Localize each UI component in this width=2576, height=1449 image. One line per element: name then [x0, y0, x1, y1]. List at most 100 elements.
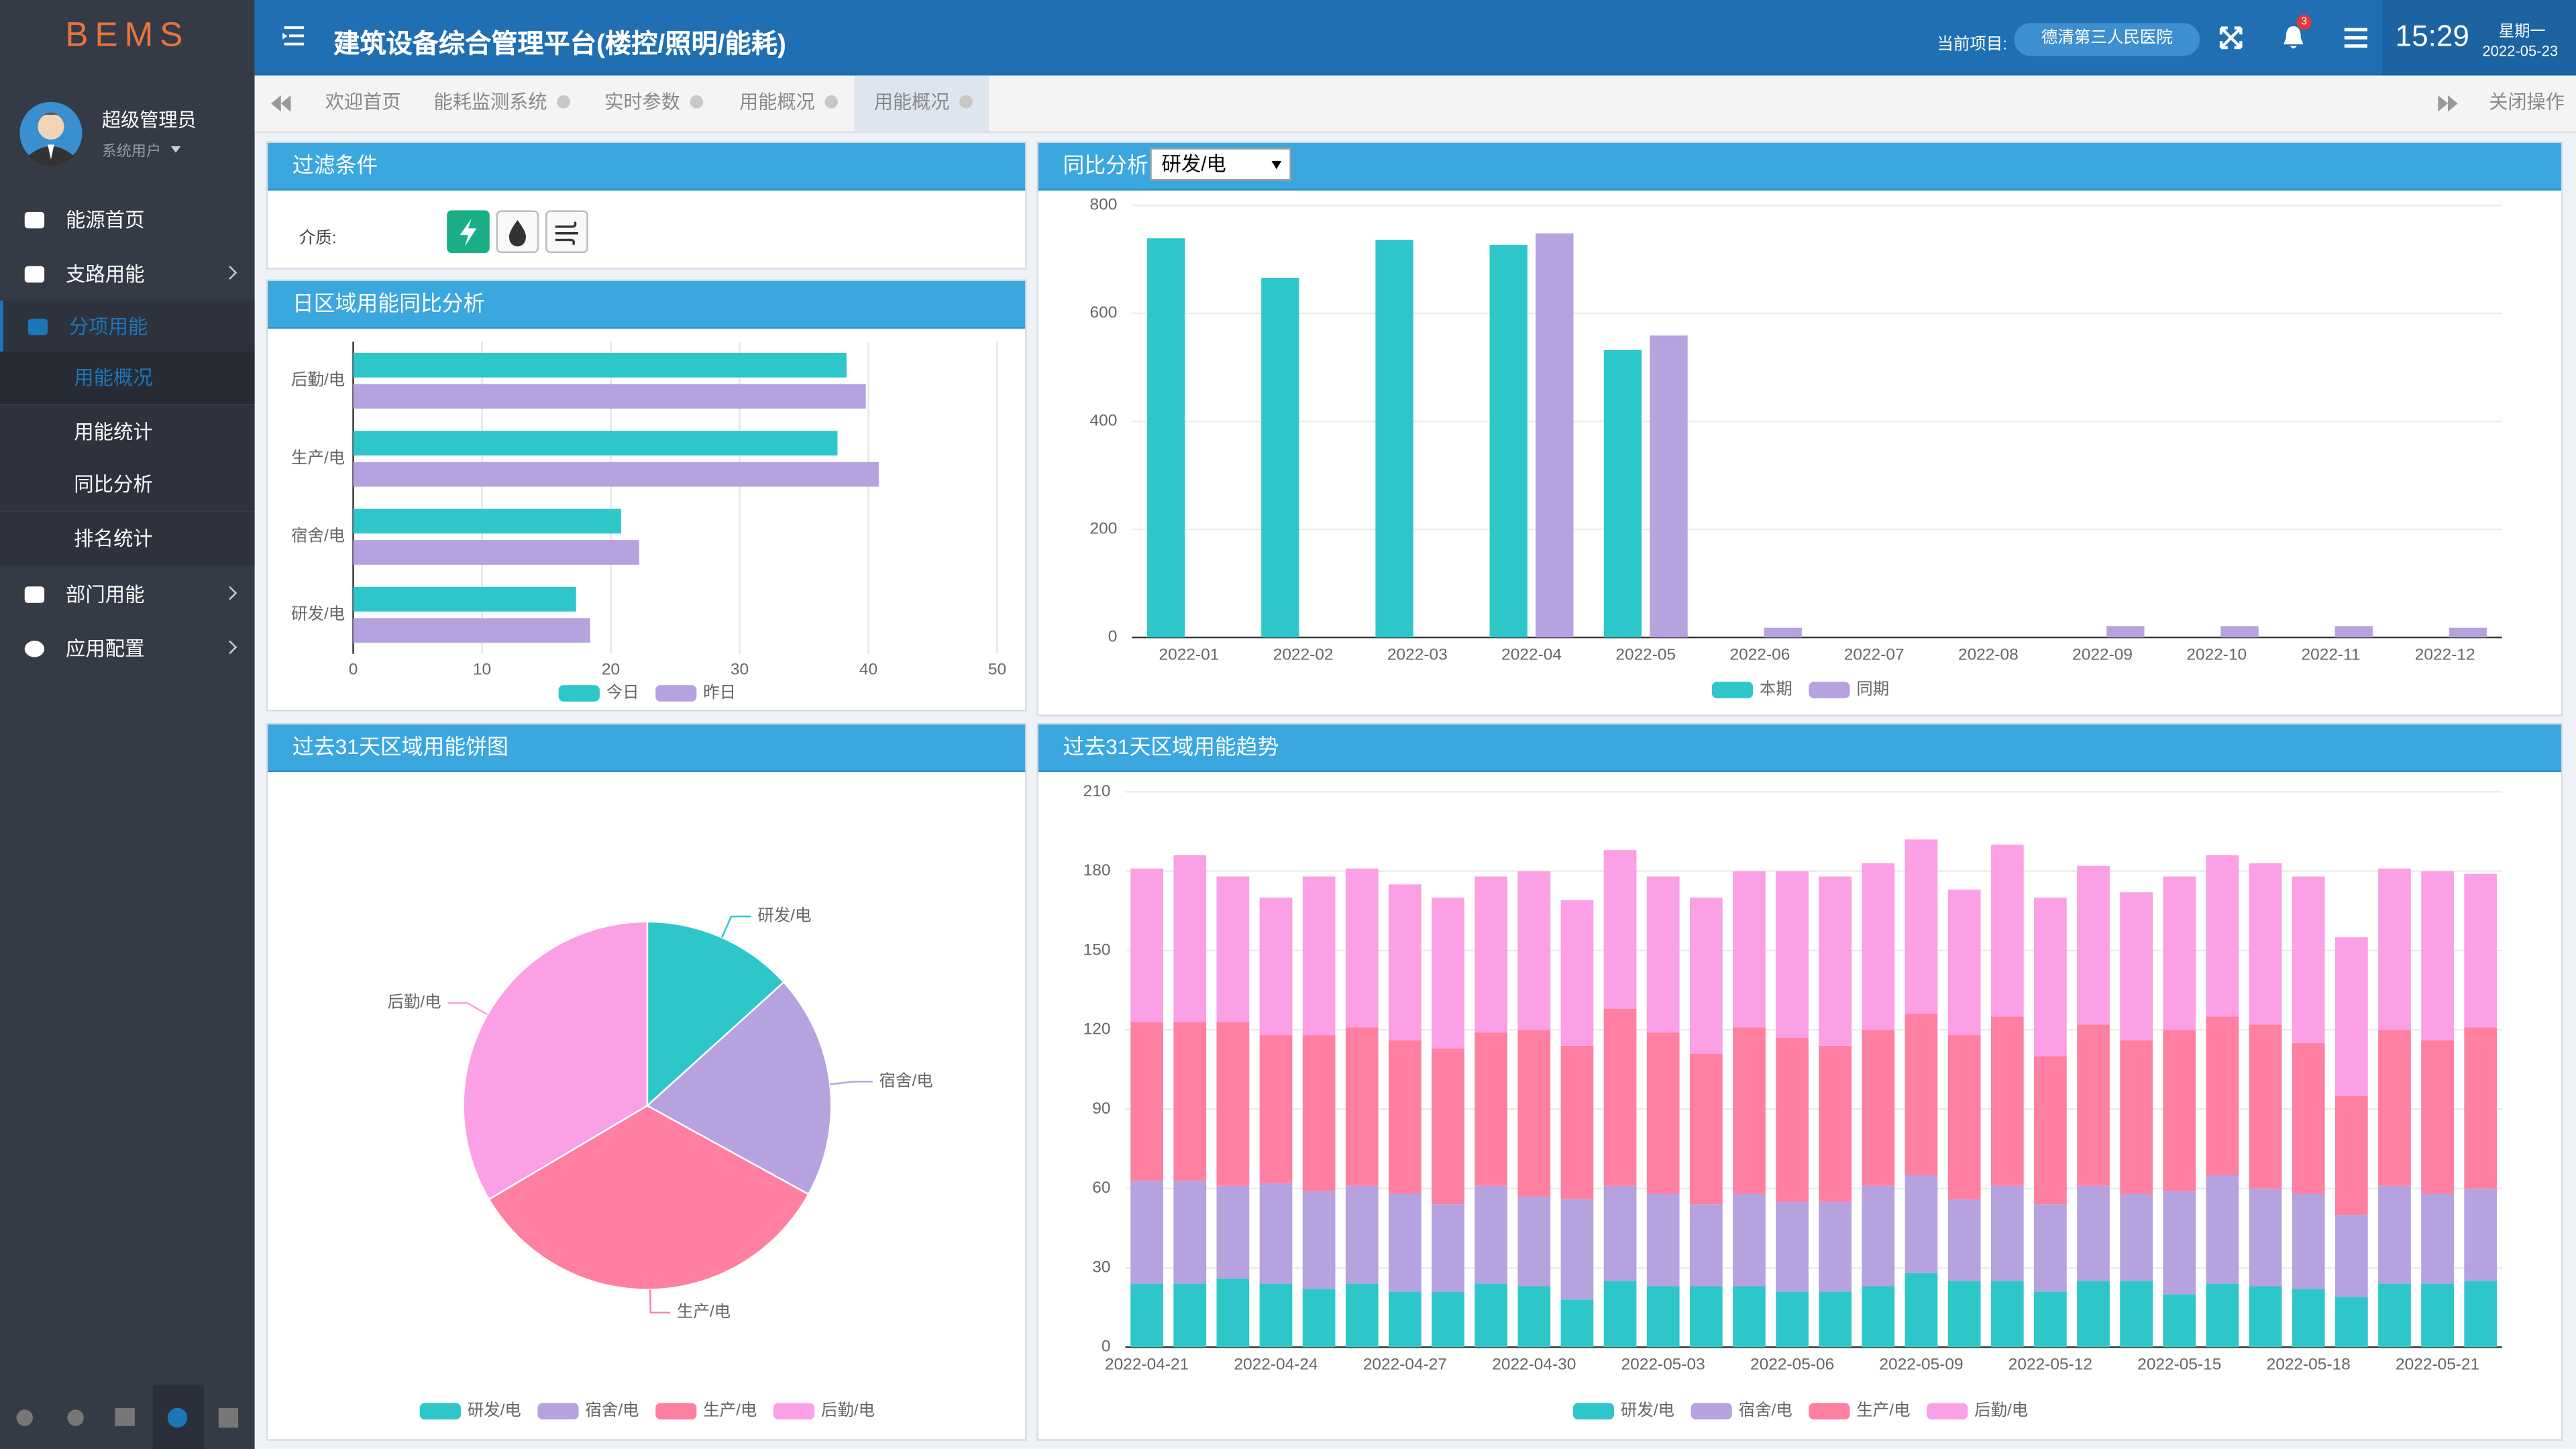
y-tick-label: 600 [1089, 304, 1117, 322]
chart-panel: 日区域用能同比分析 0 10 20 30 40 50 后勤/电 生产/电 宿舍/电 研发/电 今日 昨… [266, 279, 1027, 712]
tab-label: 用能概况 [739, 93, 815, 113]
bar-segment [1130, 1022, 1163, 1181]
chart-title: 同比分析 [1063, 152, 1148, 178]
submenu-item[interactable]: 用能统计 [0, 405, 255, 459]
logo: BEMS [65, 16, 190, 54]
bar-segment [2334, 1297, 2368, 1348]
x-tick-label: 2022-05 [1615, 646, 1676, 664]
bar [1650, 335, 1688, 638]
menu-arrow [223, 586, 237, 600]
bar-segment [2077, 1281, 2110, 1348]
bar [353, 462, 879, 487]
menu-item[interactable]: 能源首页 [0, 194, 255, 246]
bar [353, 384, 866, 409]
panel-title: 过去31天区域用能饼图 [268, 724, 1026, 773]
bar-segment [2334, 937, 2368, 1096]
icon [460, 218, 477, 247]
menu-toggle[interactable] [281, 25, 307, 51]
tool-icon[interactable] [115, 1407, 135, 1426]
user-role[interactable]: 系统用户 [101, 143, 162, 160]
tab-close[interactable] [557, 95, 570, 109]
region-select[interactable]: 研发/电 [1150, 148, 1291, 181]
submenu-item[interactable]: 同比分析 [0, 458, 255, 511]
x-tick-label: 2022-08 [1958, 646, 2019, 664]
bar-segment [2421, 1040, 2454, 1194]
tab[interactable]: 实时参数 [604, 76, 704, 131]
menu-item[interactable]: 支路用能 [0, 248, 255, 301]
bar-segment [1432, 1291, 1464, 1348]
bar-segment [1259, 1283, 1293, 1348]
bar-segment [1776, 1201, 1809, 1292]
bar-segment [1689, 1053, 1723, 1205]
panel-title: 过去31天区域用能趋势 [1038, 724, 2561, 773]
tool-icon[interactable] [16, 1409, 33, 1426]
tab[interactable]: 用能概况 [739, 76, 838, 131]
bar-segment [2206, 1283, 2239, 1348]
tab-close[interactable] [690, 95, 704, 109]
tab[interactable]: 能耗监测系统 [434, 76, 570, 131]
menu-item[interactable]: 应用配置 [0, 623, 255, 675]
notification-button[interactable] [2280, 25, 2306, 51]
tab-scroll-left[interactable] [271, 95, 291, 112]
bar-segment [1517, 1196, 1551, 1287]
legend-swatch [558, 685, 600, 702]
chart-panel: 同比分析 研发/电 0 200 400 600 800 2022-01 2022-02 202… [1036, 141, 2563, 716]
tab[interactable]: 欢迎首页 [325, 76, 401, 131]
tab-label: 用能概况 [873, 93, 950, 113]
project-selector[interactable]: 德清第三人民医院 [2014, 23, 2200, 56]
legend-swatch [655, 1403, 697, 1419]
y-tick-label: 180 [1083, 861, 1111, 879]
slice-label: 生产/电 [677, 1302, 731, 1321]
bar-segment [1689, 898, 1723, 1054]
bar-segment [2464, 1281, 2498, 1348]
menu-icon [24, 641, 45, 657]
submenu-label: 同比分析 [74, 473, 153, 496]
electricity-button[interactable] [447, 210, 490, 254]
gas-button[interactable] [545, 210, 588, 254]
x-tick-label: 2022-01 [1159, 646, 1220, 664]
bar [353, 352, 847, 378]
water-button[interactable] [496, 210, 539, 254]
close-tabs[interactable]: 关闭操作 [2489, 93, 2565, 113]
more-menu[interactable] [2344, 28, 2367, 48]
bar-segment [1389, 1040, 1421, 1194]
bar-segment [1474, 1185, 1508, 1284]
menu-item[interactable]: 部门用能 [0, 568, 255, 621]
menu-arrow [223, 266, 237, 280]
role-caret [170, 146, 181, 153]
bar-segment [1603, 1008, 1637, 1186]
fullscreen-button[interactable] [2219, 26, 2243, 50]
bar-segment [1216, 1185, 1250, 1279]
submenu-item[interactable]: 排名统计 [0, 513, 255, 566]
x-tick-label: 30 [731, 661, 749, 679]
y-tick-label: 研发/电 [291, 604, 345, 623]
menu-label: 分项用能 [68, 315, 148, 339]
menu-item-active[interactable]: 分项用能 [0, 301, 255, 354]
bar [353, 586, 576, 612]
tab-close[interactable] [959, 95, 973, 109]
x-tick-label: 2022-02 [1273, 646, 1334, 664]
y-tick-label: 宿舍/电 [291, 527, 345, 545]
tool-icon[interactable] [67, 1409, 84, 1426]
bar [1489, 244, 1527, 638]
submenu-item-active[interactable]: 用能概况 [0, 352, 255, 405]
submenu-label: 排名统计 [74, 527, 153, 551]
y-tick-label: 30 [1092, 1258, 1110, 1276]
bar-segment [2077, 1024, 2110, 1186]
bar-segment [2034, 898, 2067, 1057]
bar-segment [2034, 1291, 2067, 1348]
tab-close[interactable] [824, 95, 838, 109]
bar-segment [1173, 1022, 1207, 1181]
bar-segment [1733, 1286, 1766, 1348]
bar-segment [1216, 1278, 1250, 1348]
tool-icon[interactable] [218, 1407, 239, 1428]
tool-icon[interactable] [167, 1407, 188, 1428]
pie-slice [488, 1104, 810, 1291]
filter-panel: 过滤条件 介质: [266, 141, 1027, 270]
legend-swatch [1711, 682, 1754, 698]
pie-slice [645, 981, 833, 1195]
bar-segment [2163, 1191, 2196, 1295]
bar-segment [1904, 1273, 1938, 1348]
tab-scroll-right[interactable] [2438, 95, 2458, 112]
tab-active[interactable]: 用能概况 [854, 75, 989, 131]
